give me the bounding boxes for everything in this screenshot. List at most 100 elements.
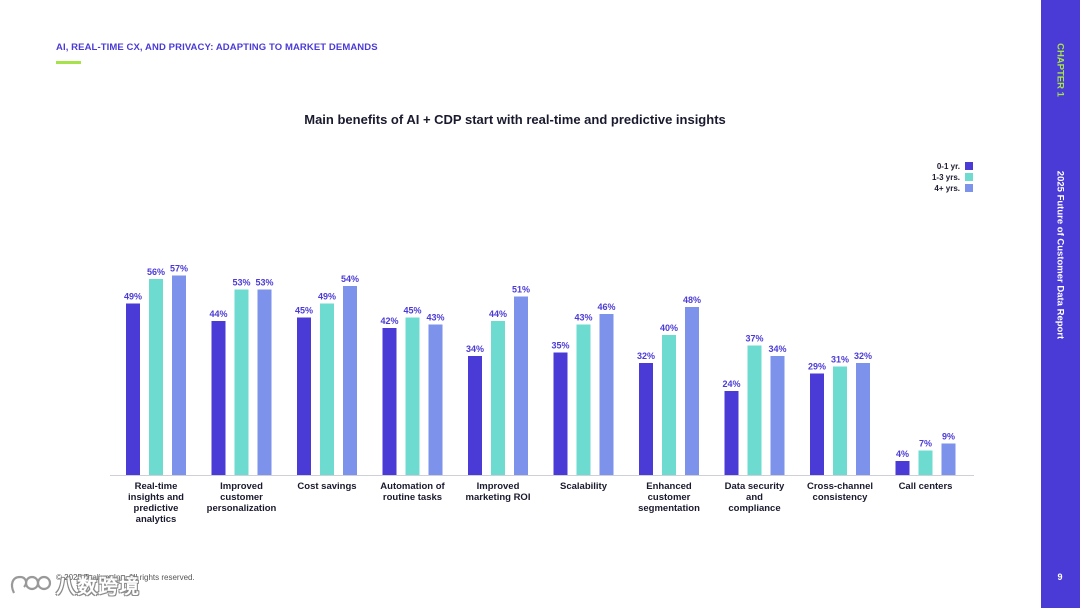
category-label-line: Cross-channel	[807, 481, 873, 492]
copyright-notice: © 2025 Tealium Inc. All rights reserved.	[56, 573, 195, 582]
bar-value-label: 24%	[722, 379, 740, 389]
category-label-line: segmentation	[638, 503, 700, 514]
category-label-line: Data security	[725, 481, 785, 492]
bar	[491, 321, 505, 475]
category-label: Automation of routine tasks	[380, 481, 445, 503]
section-title-underline	[56, 61, 81, 64]
bar-value-label: 43%	[574, 313, 592, 323]
category-label-line: Cost savings	[297, 481, 356, 492]
bar-value-label: 40%	[660, 323, 678, 333]
category-label: Scalability	[560, 481, 608, 492]
bar-value-label: 53%	[255, 278, 273, 288]
bar-value-label: 31%	[831, 355, 849, 365]
bar	[468, 356, 482, 475]
bar	[747, 345, 762, 475]
bar-value-label: 34%	[466, 344, 484, 354]
watermark-logo-icon	[10, 575, 52, 593]
bar-value-label: 56%	[147, 267, 165, 277]
bar	[382, 328, 397, 475]
bar	[639, 363, 653, 475]
category-label-line: routine tasks	[383, 492, 442, 503]
bar-chart: 49% 56% 57% Real-time insights and predictive…	[110, 162, 974, 525]
bar-value-label: 48%	[683, 295, 701, 305]
bar	[833, 366, 847, 475]
bar	[297, 317, 311, 475]
category-label-line: personalization	[207, 503, 277, 514]
category-label-line: customer	[220, 492, 263, 503]
category-label-line: marketing ROI	[466, 492, 531, 503]
legend-swatch	[965, 162, 973, 170]
bar	[211, 321, 226, 475]
bar-value-label: 45%	[403, 306, 421, 316]
bar	[405, 317, 420, 475]
category-label: Real-time insights and predictive analytics	[128, 481, 184, 525]
bar-value-label: 49%	[124, 292, 142, 302]
category-label-line: compliance	[728, 503, 780, 514]
bar-value-label: 51%	[512, 285, 530, 295]
legend-label: 4+ yrs.	[934, 184, 960, 193]
report-title: 2025 Future of Customer Data Report	[1054, 170, 1066, 340]
bar-value-label: 4%	[896, 449, 909, 459]
bar-value-label: 45%	[295, 306, 313, 316]
legend-swatch	[965, 173, 973, 181]
chart-title: Main benefits of AI + CDP start with rea…	[304, 112, 726, 127]
bar-value-label: 54%	[341, 274, 359, 284]
bar	[941, 443, 956, 475]
category-label-line: Improved	[477, 481, 520, 492]
bar-value-label: 43%	[426, 313, 444, 323]
bar-value-label: 42%	[380, 316, 398, 326]
legend-label: 0-1 yr.	[937, 162, 960, 171]
bar	[343, 286, 357, 475]
category-label-line: analytics	[136, 514, 177, 525]
bar	[810, 373, 824, 475]
category-label: Cost savings	[297, 481, 356, 492]
category-label: Enhanced customer segmentation	[638, 481, 700, 514]
category-label-line: Improved	[220, 481, 263, 492]
bar	[553, 352, 568, 475]
bar	[172, 275, 186, 475]
bar	[724, 391, 739, 475]
bar	[918, 450, 933, 475]
category-label-line: and	[746, 492, 763, 503]
section-title: AI, REAL-TIME CX, AND PRIVACY: ADAPTING …	[56, 42, 378, 53]
category-label-line: Enhanced	[646, 481, 692, 492]
chapter-sidebar	[1041, 0, 1080, 608]
bar	[257, 289, 272, 475]
page-number: 9	[1057, 572, 1063, 582]
bar	[514, 296, 528, 475]
bar-value-label: 32%	[637, 351, 655, 361]
bar-value-label: 49%	[318, 292, 336, 302]
category-label: Call centers	[899, 481, 953, 492]
bar	[770, 356, 785, 475]
bar	[126, 303, 140, 475]
category-label-line: customer	[648, 492, 691, 503]
category-label-line: insights and	[128, 492, 184, 503]
bar	[856, 363, 870, 475]
bar	[895, 461, 910, 475]
bar-value-label: 29%	[808, 362, 826, 372]
bar-value-label: 53%	[232, 278, 250, 288]
bar-value-label: 9%	[942, 432, 955, 442]
bar-value-label: 32%	[854, 351, 872, 361]
bar-value-label: 35%	[551, 341, 569, 351]
bar	[428, 324, 443, 475]
category-label-line: predictive	[134, 503, 179, 514]
bar	[599, 314, 614, 475]
category-label: Data security and compliance	[725, 481, 785, 514]
bar	[234, 289, 249, 475]
bar	[576, 324, 591, 475]
category-label-line: Call centers	[899, 481, 953, 492]
bar	[685, 307, 699, 475]
category-label-line: Automation of	[380, 481, 445, 492]
watermark-text: 八数跨境	[56, 576, 140, 598]
category-label: Improved customer personalization	[207, 481, 277, 514]
legend-swatch	[965, 184, 973, 192]
bar	[662, 335, 676, 475]
bar-value-label: 57%	[170, 264, 188, 274]
bar-value-label: 44%	[489, 309, 507, 319]
bar-value-label: 46%	[597, 302, 615, 312]
watermark: 八数跨境	[8, 570, 140, 599]
category-label: Improved marketing ROI	[466, 481, 531, 503]
bar	[149, 279, 163, 475]
category-label-line: Real-time	[135, 481, 178, 492]
